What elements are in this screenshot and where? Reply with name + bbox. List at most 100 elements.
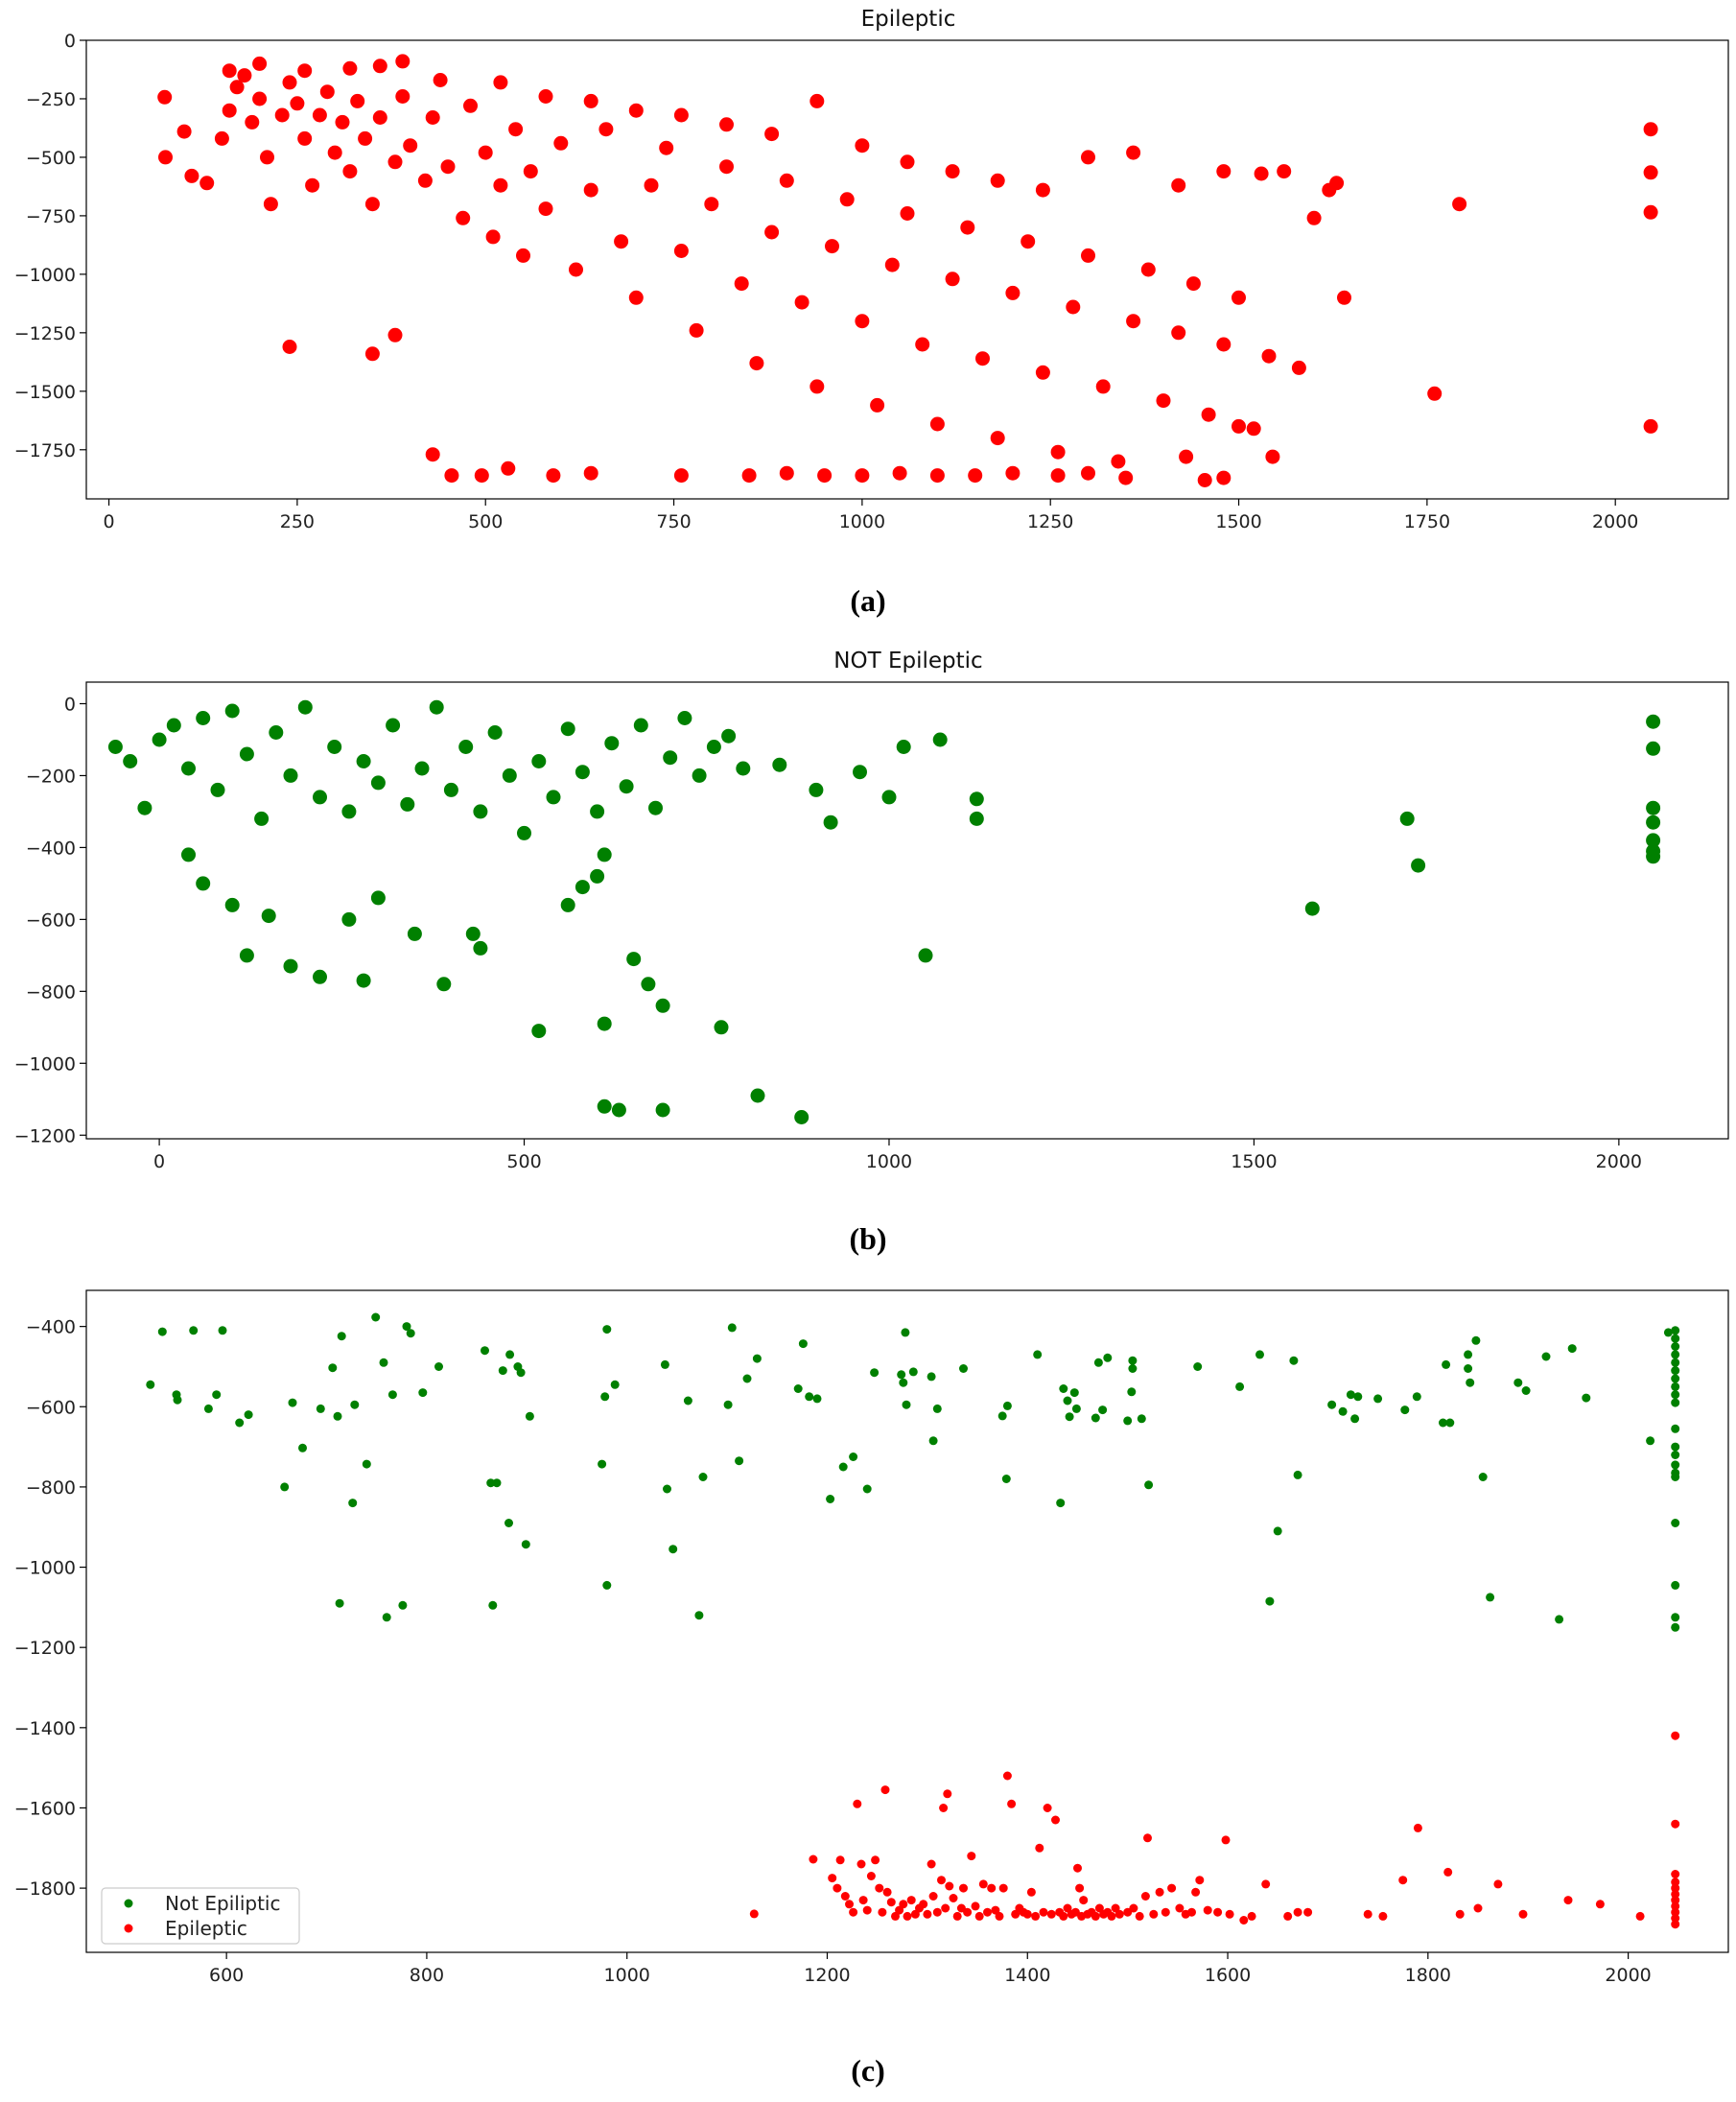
scatter-point	[370, 890, 386, 906]
scatter-point	[176, 124, 192, 139]
scatter-point	[959, 1364, 968, 1373]
scatter-point	[1261, 1879, 1271, 1889]
scatter-point	[1193, 1362, 1203, 1371]
scatter-point	[488, 1600, 498, 1610]
scatter-point	[1378, 1911, 1388, 1921]
scatter-point	[1671, 1901, 1680, 1911]
scatter-point	[327, 740, 342, 754]
scatter-point	[1265, 449, 1280, 464]
scatter-point	[546, 468, 561, 484]
scatter-point	[1671, 1907, 1680, 1917]
scatter-point	[845, 1900, 854, 1909]
scatter-point	[677, 711, 692, 725]
scatter-point	[371, 1312, 381, 1322]
legend-box	[101, 1887, 300, 1945]
scatter-point	[849, 1907, 858, 1917]
scatter-point	[1026, 1887, 1036, 1897]
scatter-point	[614, 234, 629, 249]
scatter-point	[978, 1879, 988, 1889]
scatter-point	[597, 1098, 612, 1114]
scatter-point	[400, 796, 415, 812]
scatter-point	[597, 847, 612, 862]
panel-c-points	[146, 1312, 1680, 1929]
scatter-point	[1221, 1835, 1231, 1845]
scatter-point	[1161, 1907, 1170, 1917]
scatter-point	[403, 138, 418, 154]
scatter-point	[833, 1883, 842, 1893]
scatter-point	[1005, 465, 1020, 481]
scatter-point	[1046, 1909, 1056, 1919]
scatter-point	[853, 765, 867, 780]
scatter-point	[1646, 800, 1661, 815]
y-tick-label: 0	[64, 31, 76, 52]
scatter-point	[433, 73, 448, 87]
scatter-point	[673, 244, 689, 258]
x-tick-label: 0	[104, 511, 115, 532]
y-tick-label: −800	[26, 981, 76, 1003]
y-tick-label: −600	[26, 1397, 76, 1418]
legend-label-not-epiliptic: Not Epiliptic	[165, 1892, 281, 1915]
x-tick-label: 1000	[604, 1965, 650, 1986]
scatter-point	[406, 1329, 415, 1338]
scatter-point	[166, 718, 181, 733]
legend-swatch-epileptic	[124, 1924, 133, 1933]
scatter-point	[1464, 1364, 1473, 1373]
scatter-point	[443, 782, 458, 797]
scatter-point	[350, 93, 365, 108]
scatter-point	[1398, 1876, 1408, 1885]
scatter-point	[1232, 290, 1246, 305]
x-tick-label: 1250	[1027, 511, 1073, 532]
scatter-point	[157, 1327, 167, 1336]
scatter-point	[1671, 1613, 1680, 1622]
scatter-point	[465, 926, 481, 941]
y-tick-label: −1000	[14, 1053, 76, 1075]
scatter-point	[1035, 1843, 1044, 1853]
scatter-point	[1091, 1911, 1100, 1921]
scatter-point	[1646, 741, 1661, 756]
scatter-point	[157, 89, 173, 105]
scatter-point	[968, 468, 983, 484]
scatter-point	[1643, 418, 1658, 434]
scatter-point	[487, 725, 503, 740]
scatter-point	[995, 1911, 1004, 1921]
scatter-point	[1671, 1358, 1680, 1367]
scatter-point	[1582, 1393, 1591, 1403]
scatter-point	[856, 1859, 866, 1869]
scatter-point	[1123, 1416, 1133, 1426]
scatter-point	[244, 1410, 253, 1420]
scatter-point	[372, 110, 387, 125]
scatter-point	[364, 197, 380, 212]
scatter-point	[990, 173, 1005, 188]
scatter-point	[350, 1400, 360, 1409]
scatter-point	[398, 1600, 408, 1610]
scatter-point	[1671, 1382, 1680, 1391]
scatter-point	[356, 754, 371, 768]
y-tick-label: −1500	[14, 382, 76, 403]
scatter-point	[840, 1892, 850, 1901]
scatter-point	[1265, 1596, 1275, 1606]
scatter-point	[610, 1380, 620, 1389]
scatter-point	[983, 1907, 992, 1917]
scatter-point	[1471, 1335, 1481, 1345]
scatter-point	[826, 1495, 835, 1503]
scatter-point	[508, 122, 524, 137]
scatter-point	[387, 1390, 397, 1400]
scatter-point	[1114, 1909, 1124, 1919]
scatter-point	[1051, 1815, 1060, 1825]
scatter-point	[1156, 393, 1171, 409]
scatter-point	[880, 1785, 890, 1795]
scatter-point	[261, 909, 276, 924]
scatter-point	[1143, 1833, 1152, 1843]
scatter-point	[906, 1896, 916, 1905]
scatter-point	[692, 768, 707, 783]
scatter-point	[474, 468, 489, 484]
scatter-point	[660, 1359, 669, 1369]
scatter-point	[1338, 1406, 1348, 1416]
y-tick-label: −750	[26, 206, 76, 227]
scatter-point	[694, 1611, 704, 1620]
scatter-point	[1671, 1442, 1680, 1452]
scatter-point	[719, 117, 734, 132]
x-tick-label: 500	[468, 511, 503, 532]
scatter-point	[298, 1443, 307, 1453]
